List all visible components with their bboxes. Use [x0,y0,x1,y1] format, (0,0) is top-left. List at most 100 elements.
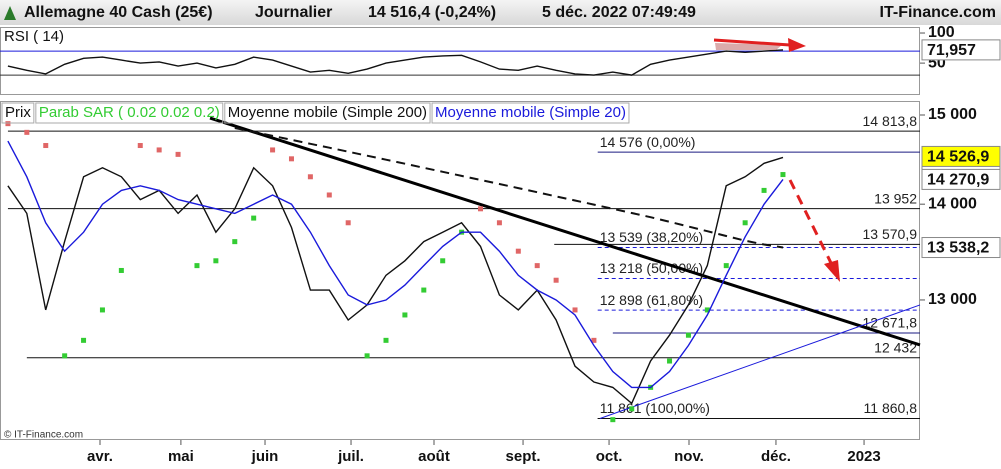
header-quote: 14 516,4 (-0,24%) [368,4,496,21]
sar-dot [99,307,105,313]
sar-dot [364,353,370,359]
rsi-panel [0,27,920,95]
x-tick-label: 2023 [847,448,880,465]
level-label: 13 539 (38,20%) [600,229,704,245]
x-tick-label: sept. [506,448,541,465]
level-label: 11 861 (100,00%) [600,400,710,416]
sar-dot [553,277,559,283]
sar-dot [572,307,578,313]
x-tick-label: nov. [674,448,704,465]
level-label: 12 898 (61,80%) [600,292,704,308]
level-label: 13 218 (50,00%) [600,260,704,276]
sar-dot [5,121,11,127]
price-tag [921,145,1001,167]
header-period: Journalier [255,4,332,21]
x-tick-label: avr. [87,448,113,465]
sar-dot [137,143,143,149]
sar-dot [307,174,313,180]
sar-dot [496,220,502,226]
sar-dot [440,258,446,264]
level-label: 14 813,8 [863,113,918,129]
sar-dot [251,215,257,221]
level-label: 11 860,8 [864,400,918,416]
series-line [7,156,784,405]
rsi-arrow-head [788,38,806,52]
sar-dot [515,248,521,254]
legend-box [35,102,224,124]
header-datetime: 5 déc. 2022 07:49:49 [542,4,696,21]
x-tick-label: déc. [761,448,791,465]
sar-dot [345,220,351,226]
legend-box [224,102,431,124]
legend-entry: Moyenne mobile (Simple 20) [435,104,626,121]
sar-dot [213,258,219,264]
sar-dot [194,263,200,269]
sar-dot [326,192,332,198]
sar-dot [478,206,484,212]
forecast-arrow-head [824,260,840,282]
level-label: 12 432 [874,339,917,355]
level-label: 12 671,8 [863,315,918,331]
legend-entry: Prix [5,104,31,121]
series-line [234,127,784,249]
x-tick-label: mai [168,448,194,465]
sar-dot [402,312,408,318]
x-tick-label: août [418,448,450,465]
header-site: IT-Finance.com [880,4,996,21]
legend-entry: Moyenne mobile (Simple 200) [228,104,427,121]
price-tag-label: 14 526,9 [927,149,989,166]
sar-dot [62,353,68,359]
price-panel [0,101,920,440]
legend-box [1,102,35,124]
sar-dot [591,337,597,343]
sar-dot [24,129,30,135]
series-line [7,140,784,389]
y-tick-label: 15 000 [928,106,977,123]
sar-dot [383,337,389,343]
header-title: Allemagne 40 Cash (25€) [24,4,213,21]
series-line [7,49,784,76]
sar-dot [232,239,238,245]
y-tick-label: 100 [928,24,955,41]
sar-dot [667,358,673,364]
price-tag [921,39,1001,61]
sar-dot [629,406,635,412]
sar-dot [421,287,427,293]
sar-dot [43,143,49,149]
panel-title: RSI ( 14) [4,28,64,45]
y-tick-label: 13 000 [928,291,977,308]
sar-dot [761,187,767,193]
footer-credit: © IT-Finance.com [4,430,83,441]
price-tag-label: 13 538,2 [927,240,989,257]
price-tag-label: 14 270,9 [927,172,989,189]
sar-dot [270,147,276,153]
price-tag [921,237,1001,259]
sar-dot [81,337,87,343]
price-tag-label: 71,957 [927,42,976,59]
rsi-arrow [713,38,791,47]
sar-dot [742,220,748,226]
trendline [599,304,921,419]
sar-dot [704,307,710,313]
sar-dot [723,263,729,269]
level-label: 14 576 (0,00%) [600,134,696,150]
sar-dot [288,156,294,162]
sar-dot [610,417,616,423]
sar-dot [156,147,162,153]
header-bar [0,0,1001,25]
y-tick-label: 14 000 [928,195,977,212]
level-label: 13 570,9 [863,226,918,242]
trendline [209,116,921,347]
legend-entry: Parab SAR ( 0.02 0.02 0.2) [39,104,220,121]
x-tick-label: juil. [337,448,364,465]
x-tick-label: oct. [596,448,623,465]
x-tick-label: juin [251,448,279,465]
sar-dot [534,263,540,269]
logo-icon [4,6,16,20]
price-tag [921,168,1001,190]
level-label: 13 952 [874,190,917,206]
legend-box [431,102,630,124]
sar-dot [175,151,181,157]
